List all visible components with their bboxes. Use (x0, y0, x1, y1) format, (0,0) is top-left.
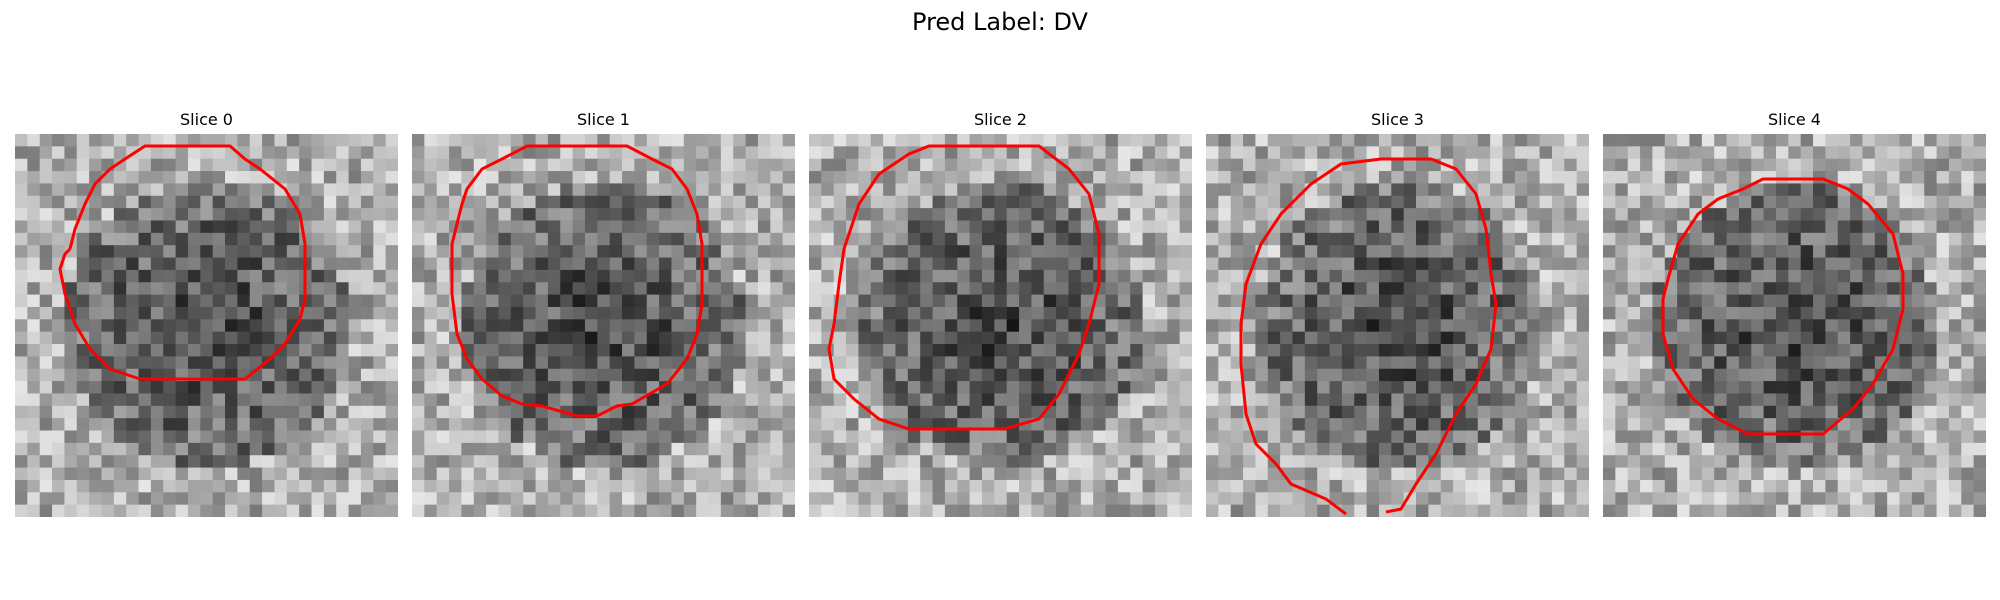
slice-image (1603, 134, 1986, 517)
slice-image (15, 134, 398, 517)
slice-image (1206, 134, 1589, 517)
slice-title: Slice 1 (412, 110, 795, 130)
slice-image (412, 134, 795, 517)
slice-panel-0: Slice 0 (15, 110, 398, 517)
slice-panel-2: Slice 2 (809, 110, 1192, 517)
slice-title: Slice 3 (1206, 110, 1589, 130)
slice-image (809, 134, 1192, 517)
slice-panel-1: Slice 1 (412, 110, 795, 517)
figure-title: Pred Label: DV (0, 6, 2000, 38)
slice-title: Slice 2 (809, 110, 1192, 130)
slice-title: Slice 4 (1603, 110, 1986, 130)
slice-panel-4: Slice 4 (1603, 110, 1986, 517)
slice-panel-3: Slice 3 (1206, 110, 1589, 517)
slice-title: Slice 0 (15, 110, 398, 130)
